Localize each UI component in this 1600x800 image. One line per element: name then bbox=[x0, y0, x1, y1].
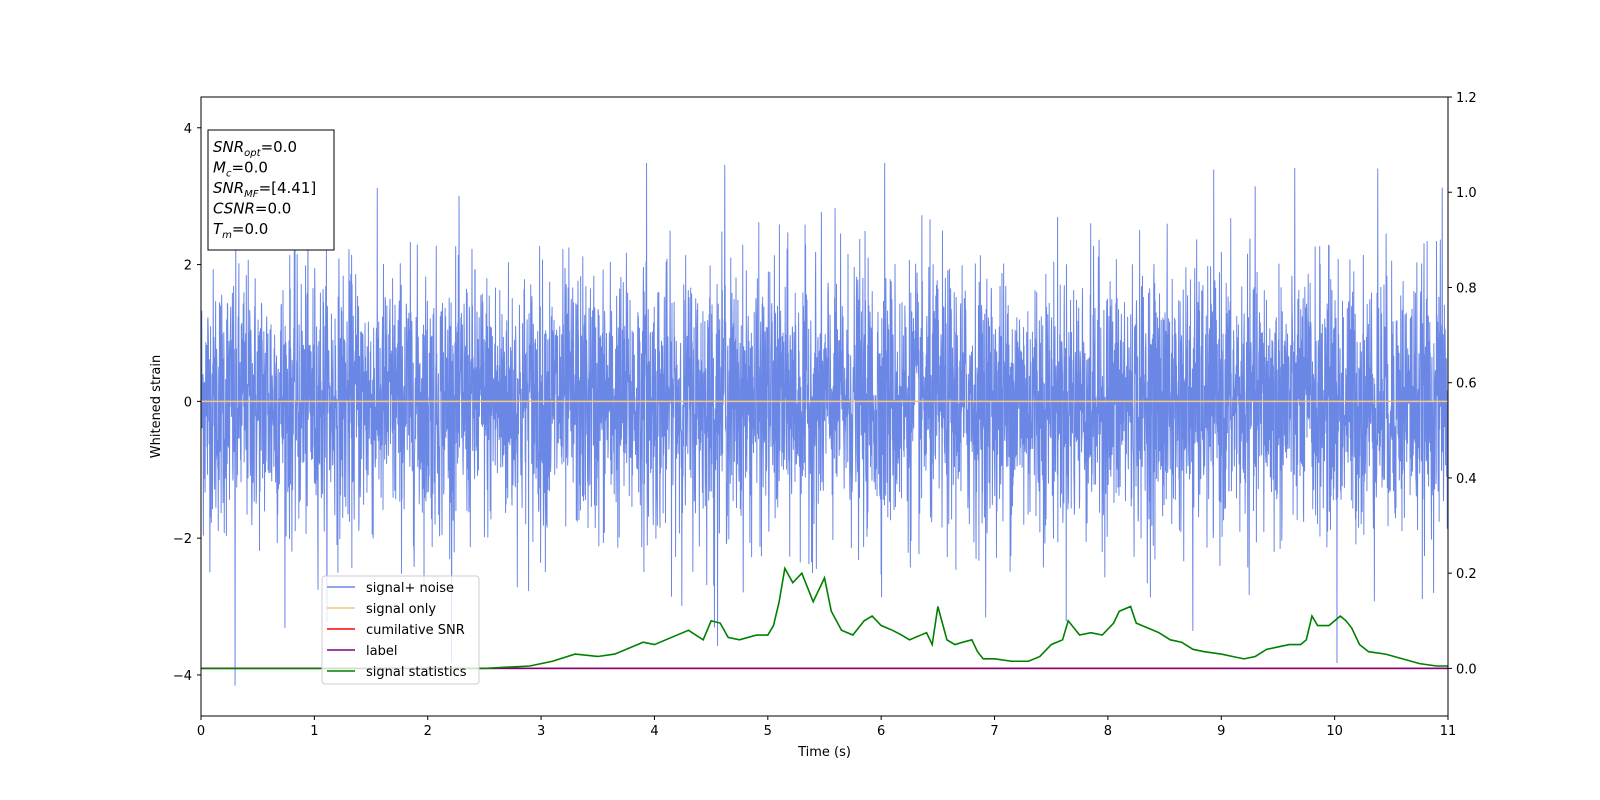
info-line: Tm=0.0 bbox=[213, 220, 268, 241]
y-axis-label: Whitened strain bbox=[149, 355, 164, 458]
plot-frame bbox=[200, 96, 1449, 717]
y2-tick-label: 0.8 bbox=[1456, 281, 1477, 296]
legend-label: signal only bbox=[366, 602, 436, 617]
info-line: CSNR=0.0 bbox=[213, 200, 291, 218]
x-tick-label: 9 bbox=[1217, 724, 1225, 739]
x-tick-label: 10 bbox=[1326, 724, 1343, 739]
x-tick-label: 7 bbox=[990, 724, 998, 739]
info-line: SNRMF=[4.41] bbox=[213, 179, 316, 200]
x-tick-label: 3 bbox=[537, 724, 545, 739]
legend-label: label bbox=[366, 644, 397, 659]
x-tick-label: 1 bbox=[310, 724, 318, 739]
x-axis-label: Time (s) bbox=[797, 745, 851, 760]
legend-frame bbox=[321, 575, 480, 685]
series-signal-statistics bbox=[201, 566, 1448, 670]
legend-label: signal statistics bbox=[366, 665, 467, 680]
info-line: Mc=0.0 bbox=[213, 159, 268, 180]
info-line: SNRopt=0.0 bbox=[213, 138, 297, 159]
x-tick-label: 11 bbox=[1440, 724, 1457, 739]
x-tick-label: 2 bbox=[424, 724, 432, 739]
y2-tick-label: 1.2 bbox=[1456, 91, 1477, 106]
y2-tick-label: 0.4 bbox=[1456, 472, 1477, 487]
y2-tick-label: 1.0 bbox=[1456, 186, 1477, 201]
x-tick-label: 8 bbox=[1104, 724, 1112, 739]
y2-tick-label: 0.2 bbox=[1456, 567, 1477, 582]
x-tick-label: 0 bbox=[197, 724, 205, 739]
y2-tick-label: 0.6 bbox=[1456, 377, 1477, 392]
y-tick-label: 2 bbox=[184, 259, 192, 274]
y-tick-label: 4 bbox=[184, 122, 192, 137]
y-tick-label: −2 bbox=[173, 532, 192, 547]
info-box-frame bbox=[207, 129, 335, 251]
y-tick-label: −4 bbox=[173, 669, 192, 684]
legend-label: signal+ noise bbox=[366, 581, 454, 596]
series-signal-noise bbox=[201, 162, 1448, 686]
axes: 0 1 2 3 4 5 6 7 8 9 10 11 4 2 0 −2 −4 1.2 1.0 0.8 0.6 0.4 0.2 0… bbox=[173, 91, 1477, 739]
x-tick-label: 5 bbox=[764, 724, 772, 739]
x-tick-label: 6 bbox=[877, 724, 885, 739]
y2-tick-label: 0.0 bbox=[1456, 662, 1477, 677]
y-tick-label: 0 bbox=[184, 395, 192, 410]
legend-label: cumilative SNR bbox=[366, 623, 465, 638]
x-tick-label: 4 bbox=[650, 724, 658, 739]
legend: signal+ noise signal only cumilative SNR la… bbox=[321, 575, 480, 685]
